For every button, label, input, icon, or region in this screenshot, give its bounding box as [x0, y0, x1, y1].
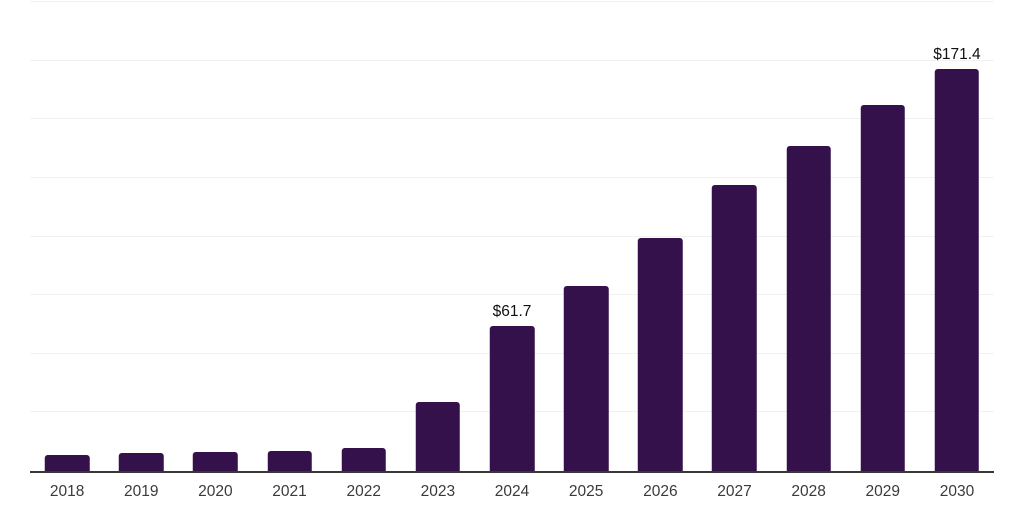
bar-group-2030: $171.4 — [920, 2, 994, 471]
bar-2022 — [341, 448, 386, 471]
bar-group-2027 — [697, 2, 771, 471]
bar-2021 — [267, 450, 312, 471]
bar-group-2020 — [178, 2, 252, 471]
gridline-75 — [30, 294, 994, 296]
x-tick-label-2022: 2022 — [346, 483, 381, 500]
bar-group-2022 — [327, 2, 401, 471]
bar-2028 — [786, 145, 831, 471]
gridline-100 — [30, 235, 994, 237]
plot-area: $61.7 $171.4 — [30, 1, 994, 473]
x-tick-label-2023: 2023 — [420, 483, 456, 500]
gridline-125 — [30, 176, 994, 178]
bar-group-2026 — [623, 2, 697, 471]
bar-group-2025 — [549, 2, 623, 471]
x-tick-label-2018: 2018 — [49, 483, 85, 500]
x-tick-label-2025: 2025 — [568, 483, 604, 500]
x-tick-label-2028: 2028 — [791, 483, 826, 500]
x-tick-label-2024: 2024 — [494, 483, 530, 500]
bar-group-2028 — [772, 2, 846, 471]
bar-2023 — [415, 402, 461, 471]
bars-row: $61.7 $171.4 — [30, 2, 994, 471]
x-tick-label-2030: 2030 — [939, 483, 975, 500]
x-tick-label-2020: 2020 — [198, 483, 233, 500]
bar-group-2018 — [30, 2, 104, 471]
bar-group-2023 — [401, 2, 475, 471]
data-label-2024: $61.7 — [492, 302, 532, 320]
bar-2025 — [563, 285, 609, 471]
x-tick-label-2021: 2021 — [272, 483, 307, 500]
x-axis-tick-labels: 2018 2019 2020 2021 2022 2023 2024 2025 2026 2027… — [30, 471, 994, 512]
bar-group-2024: $61.7 — [475, 2, 549, 471]
bar-2024 — [489, 326, 535, 471]
bar-2027 — [712, 184, 757, 471]
bar-2026 — [638, 238, 683, 471]
gridline-175 — [30, 59, 994, 61]
bar-2018 — [44, 455, 90, 471]
gridline-150 — [30, 118, 994, 120]
bar-2030 — [934, 69, 980, 471]
x-tick-label-2029: 2029 — [865, 483, 901, 500]
bar-2019 — [118, 452, 164, 471]
gridline-200 — [30, 1, 994, 2]
bar-group-2029 — [846, 2, 920, 471]
bar-2020 — [193, 452, 238, 471]
x-tick-label-2026: 2026 — [643, 483, 678, 500]
bar-group-2019 — [104, 2, 178, 471]
data-label-2030: $171.4 — [933, 45, 981, 63]
x-tick-label-2027: 2027 — [717, 483, 752, 500]
x-axis-line — [30, 471, 994, 473]
bar-group-2021 — [252, 2, 326, 471]
bar-2029 — [860, 105, 906, 471]
x-tick-label-2019: 2019 — [123, 483, 159, 500]
